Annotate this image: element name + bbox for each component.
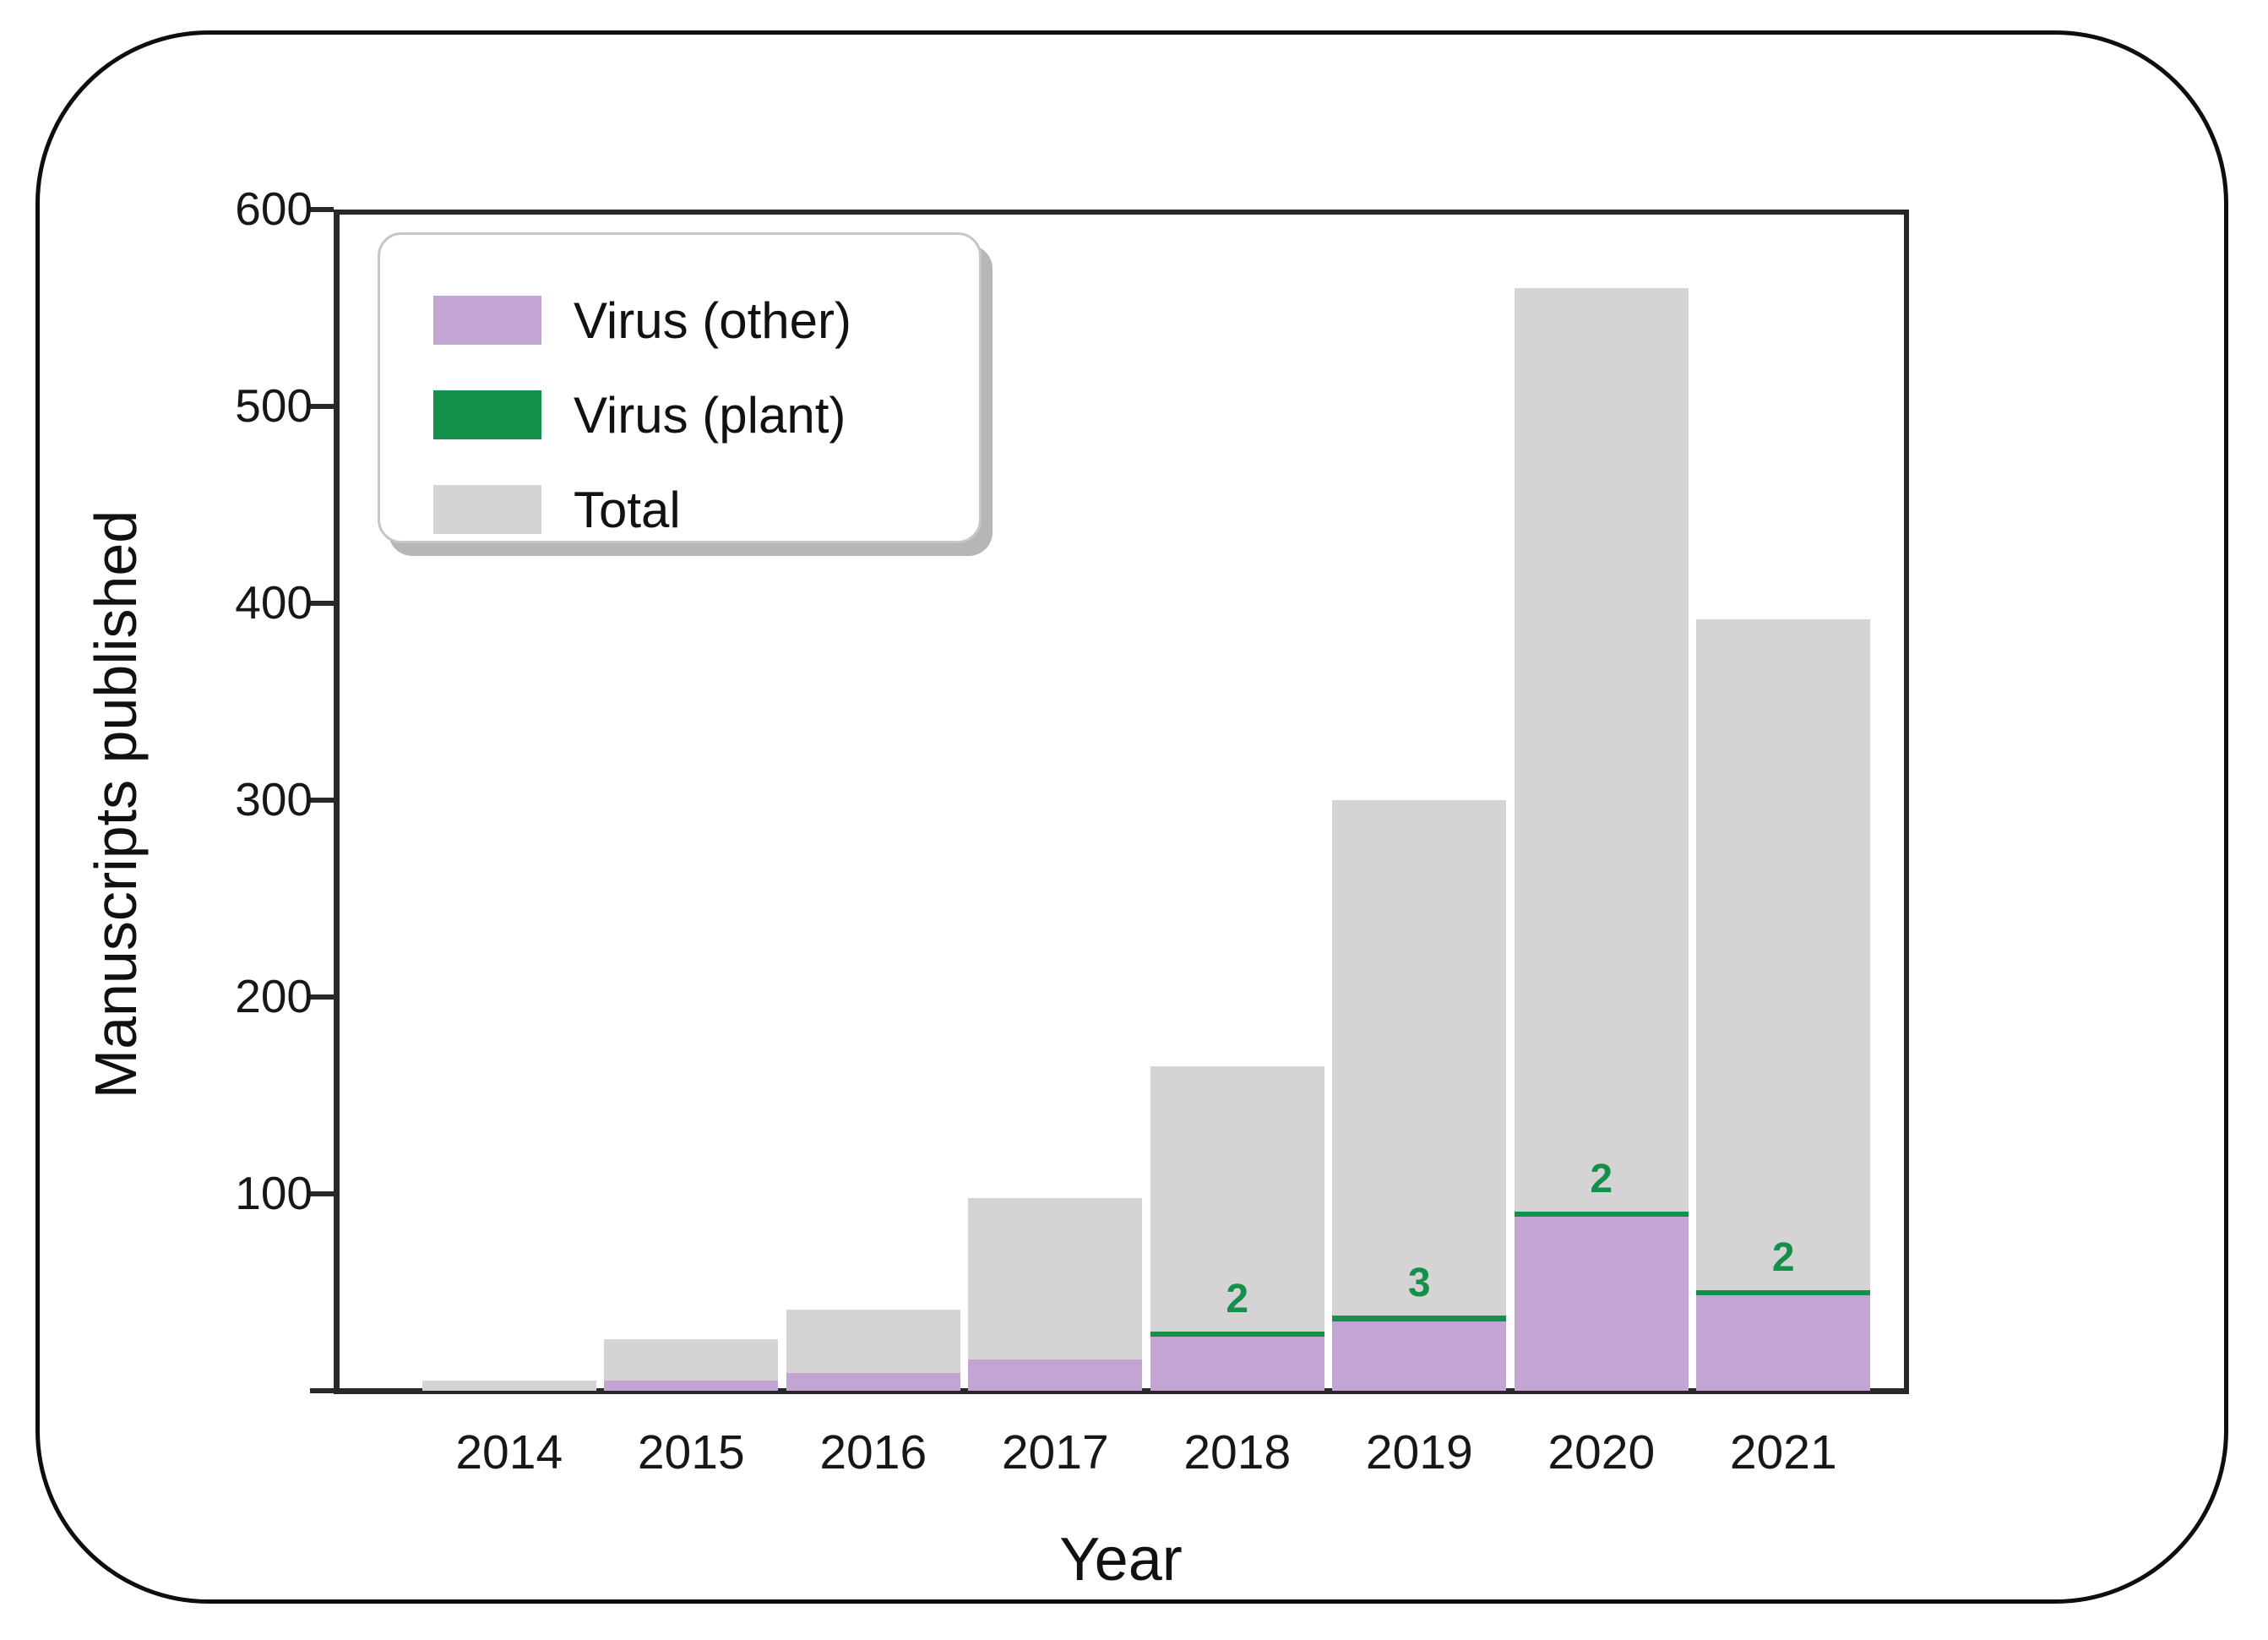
total-label: Total [574,481,681,538]
x-axis-title: Year [1059,1526,1183,1594]
virus-plant-bar-2019 [1332,1316,1507,1322]
virus-other-bar-2020 [1514,1215,1689,1391]
x-tick-label-2014: 2014 [455,1425,563,1479]
plant-count-label-2020: 2 [1590,1156,1613,1201]
y-tick-mark-300 [310,798,334,803]
x-tick-label-2018: 2018 [1183,1425,1292,1479]
total-bar-2014 [422,1381,596,1391]
y-tick-mark-100 [310,1191,334,1196]
total-swatch [433,485,541,534]
virus-plant-bar-2018 [1150,1332,1324,1338]
y-axis-title: Manuscripts published [83,509,149,1099]
y-tick-mark-500 [310,404,334,409]
figure-frame-border [35,30,2228,1604]
legend-box: Virus (other) Virus (plant) Total [378,232,982,543]
total-bar-2019 [1332,800,1507,1391]
y-tick-label-200: 200 [235,970,313,1022]
virus-plant-bar-2020 [1514,1211,1689,1217]
legend-item-total: Total [433,482,979,538]
virus-other-swatch [433,296,541,345]
plot-top-spine [334,210,1909,215]
total-bar-2020 [1514,288,1689,1391]
y-tick-mark-200 [310,994,334,1000]
y-tick-mark-0 [310,1388,334,1393]
y-tick-label-400: 400 [235,576,313,629]
virus-plant-bar-2021 [1696,1290,1871,1296]
x-tick-label-2017: 2017 [1001,1425,1109,1479]
x-tick-label-2021: 2021 [1729,1425,1837,1479]
virus-other-label: Virus (other) [574,291,852,349]
y-tick-mark-400 [310,601,334,606]
y-axis-line [334,210,340,1394]
plant-count-label-2019: 3 [1407,1261,1431,1306]
x-tick-label-2016: 2016 [819,1425,927,1479]
plot-area: 2014 2015 2016 2017 2018 2019 2020 2021 100 200 30… [235,186,1909,1479]
y-tick-label-300: 300 [235,773,313,825]
virus-plant-label: Virus (plant) [574,386,846,444]
virus-other-bar-2019 [1332,1321,1507,1391]
legend-item-virus-other: Virus (other) [433,292,979,349]
virus-other-bar-2018 [1150,1335,1324,1391]
plot-right-spine [1904,210,1909,1391]
plant-count-label-2021: 2 [1771,1235,1795,1281]
legend-item-virus-plant: Virus (plant) [433,387,979,444]
total-bar-2017 [968,1197,1143,1391]
y-tick-label-100: 100 [235,1167,313,1219]
y-tick-mark-600 [310,207,334,212]
virus-other-bar-2021 [1696,1294,1871,1391]
virus-plant-swatch [433,390,541,439]
y-tick-label-500: 500 [235,379,313,432]
x-axis-line [334,1388,1909,1394]
plant-count-label-2018: 2 [1226,1277,1249,1322]
x-tick-label-2020: 2020 [1547,1425,1656,1479]
virus-other-bar-2017 [968,1359,1143,1391]
virus-other-bar-2016 [786,1373,960,1391]
y-tick-label-600: 600 [235,183,313,235]
x-tick-label-2019: 2019 [1365,1425,1473,1479]
x-tick-label-2015: 2015 [637,1425,745,1479]
total-bar-2021 [1696,618,1871,1391]
virus-other-bar-2015 [604,1381,779,1391]
